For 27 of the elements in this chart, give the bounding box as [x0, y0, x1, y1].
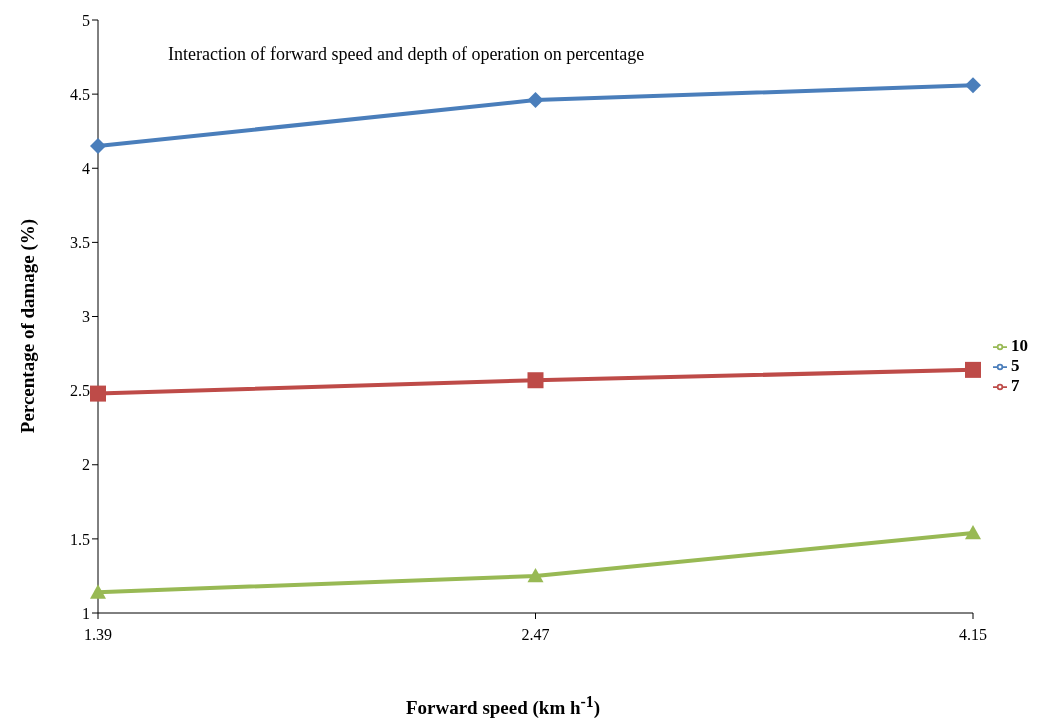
y-tick-label: 1: [82, 604, 90, 622]
x-axis-title: Forward speed (km h$^{-1}$): [405, 693, 601, 719]
y-tick-label: 4: [82, 159, 90, 177]
point: [90, 385, 106, 402]
point: [965, 524, 981, 540]
point: [527, 92, 544, 109]
y-tick-label: 4.5: [70, 85, 90, 103]
point: [90, 138, 106, 155]
y-tick-label: 3: [82, 308, 90, 326]
point: [527, 567, 544, 583]
point: [965, 77, 981, 94]
text: Interaction of forward speed and depth of operation on percentage: [168, 44, 645, 65]
y-tick-label: 1.5: [70, 530, 90, 548]
x-tick-label: 2.47: [521, 626, 550, 644]
point: [90, 584, 106, 599]
legend-label: 10: [1011, 335, 1028, 355]
x-tick-label: 4.15: [959, 626, 987, 644]
y-tick-label: 2: [82, 456, 90, 474]
point: [527, 372, 544, 389]
y-axis-title: Percentage of damage (%): [17, 218, 39, 434]
legend-label: 5: [1011, 355, 1020, 375]
legend-label: 7: [1011, 375, 1020, 395]
x-tick-label: 1.39: [84, 626, 112, 644]
point: [965, 361, 981, 378]
y-tick-label: 3.5: [70, 234, 90, 252]
y-tick-label: 2.5: [70, 382, 90, 400]
y-tick-label: 5: [82, 11, 90, 29]
